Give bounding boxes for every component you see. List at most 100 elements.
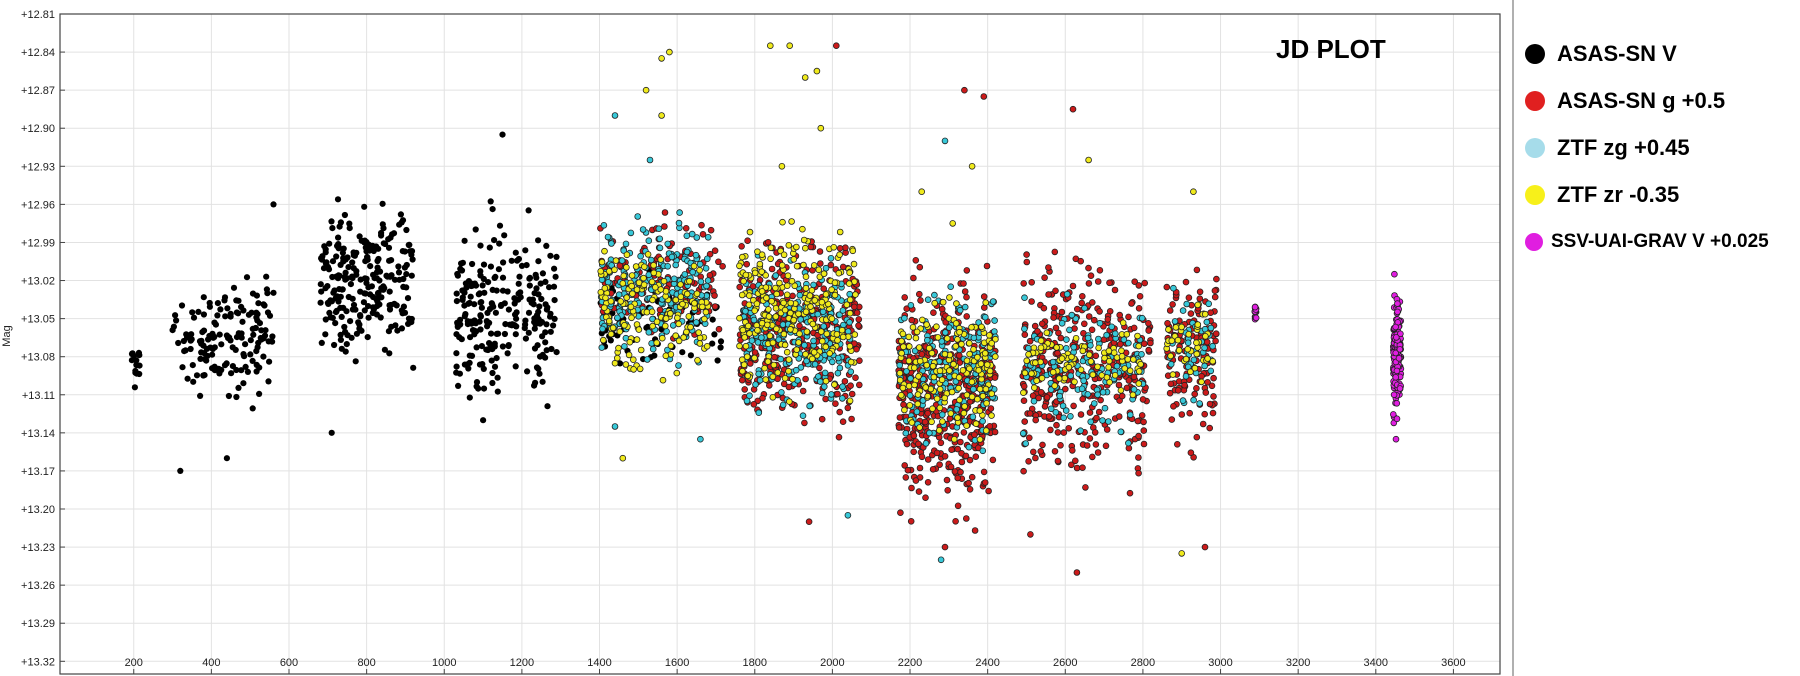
data-point [1033, 377, 1040, 385]
data-point [1020, 389, 1027, 397]
data-point [792, 366, 800, 374]
legend-marker-ssv-uai-grav [1525, 232, 1543, 251]
data-point [489, 369, 496, 377]
data-point [930, 309, 937, 317]
data-point [656, 244, 664, 252]
data-point [1125, 439, 1132, 447]
data-point [968, 163, 976, 170]
data-point [618, 257, 626, 264]
data-point [533, 364, 541, 371]
data-point [770, 361, 778, 369]
data-point [941, 137, 949, 145]
data-point [928, 418, 935, 426]
data-point [224, 305, 231, 312]
data-point [648, 308, 656, 316]
data-point [746, 392, 753, 400]
data-point [453, 290, 460, 297]
data-point [948, 446, 955, 454]
data-point [687, 323, 694, 331]
data-point [958, 340, 965, 348]
data-point [982, 385, 990, 393]
data-point [232, 346, 239, 353]
data-point [497, 302, 505, 309]
data-point [763, 294, 770, 302]
data-point [1025, 344, 1032, 352]
data-point [953, 300, 960, 307]
data-point [901, 462, 908, 469]
data-point [477, 242, 484, 249]
data-point [1166, 389, 1174, 397]
data-point [905, 357, 913, 365]
data-point [338, 345, 345, 352]
data-point [778, 261, 786, 269]
data-point [839, 333, 847, 341]
data-point [957, 468, 964, 476]
data-point [836, 245, 844, 252]
data-point [801, 74, 809, 81]
data-point [1026, 410, 1034, 417]
data-point [657, 286, 665, 293]
data-point [911, 381, 918, 389]
data-point [611, 112, 619, 119]
data-point [1178, 411, 1186, 418]
data-point [178, 302, 186, 309]
data-point [211, 344, 218, 351]
data-point [983, 361, 991, 369]
data-point [1053, 421, 1060, 429]
data-point [849, 247, 857, 255]
data-point [365, 303, 372, 310]
data-point [846, 397, 854, 405]
data-point [851, 331, 859, 338]
data-point [799, 412, 807, 420]
data-point [544, 403, 551, 410]
data-point [683, 232, 691, 240]
data-point [1135, 304, 1143, 312]
data-point [241, 353, 248, 360]
data-point [1251, 303, 1259, 311]
data-point [1108, 323, 1115, 331]
data-point [254, 311, 261, 318]
data-point [985, 487, 992, 495]
data-point [365, 314, 372, 321]
data-point [247, 337, 254, 344]
data-point [481, 289, 488, 296]
data-point [645, 237, 653, 245]
data-point [806, 402, 813, 410]
data-point [1394, 308, 1401, 316]
data-point [817, 328, 825, 335]
data-point [751, 307, 758, 315]
data-point [265, 338, 272, 345]
data-point [675, 337, 683, 345]
data-point [355, 319, 362, 326]
data-point [461, 289, 468, 296]
data-point [781, 374, 789, 382]
data-point [961, 86, 968, 94]
data-point [623, 264, 630, 271]
data-point [623, 294, 630, 301]
data-point [836, 408, 843, 416]
data-point [937, 556, 945, 564]
data-point [836, 251, 843, 259]
data-point [623, 251, 631, 259]
data-point [719, 262, 726, 270]
data-point [230, 284, 238, 291]
data-point [336, 286, 343, 293]
data-point [662, 315, 670, 322]
data-point [746, 228, 754, 236]
data-point [736, 342, 743, 350]
data-point [250, 331, 257, 338]
data-point [184, 334, 191, 341]
data-point [644, 323, 651, 330]
data-point [828, 286, 835, 294]
data-point [983, 262, 991, 270]
data-point [1166, 307, 1174, 314]
data-point [764, 358, 772, 365]
plot-frame [59, 13, 1501, 675]
data-point [614, 314, 621, 322]
data-point [169, 327, 176, 334]
data-point [1052, 408, 1060, 416]
data-point [1174, 336, 1182, 344]
x-tick-label: 1600 [665, 657, 689, 669]
data-point [552, 273, 559, 280]
data-point [377, 314, 384, 321]
